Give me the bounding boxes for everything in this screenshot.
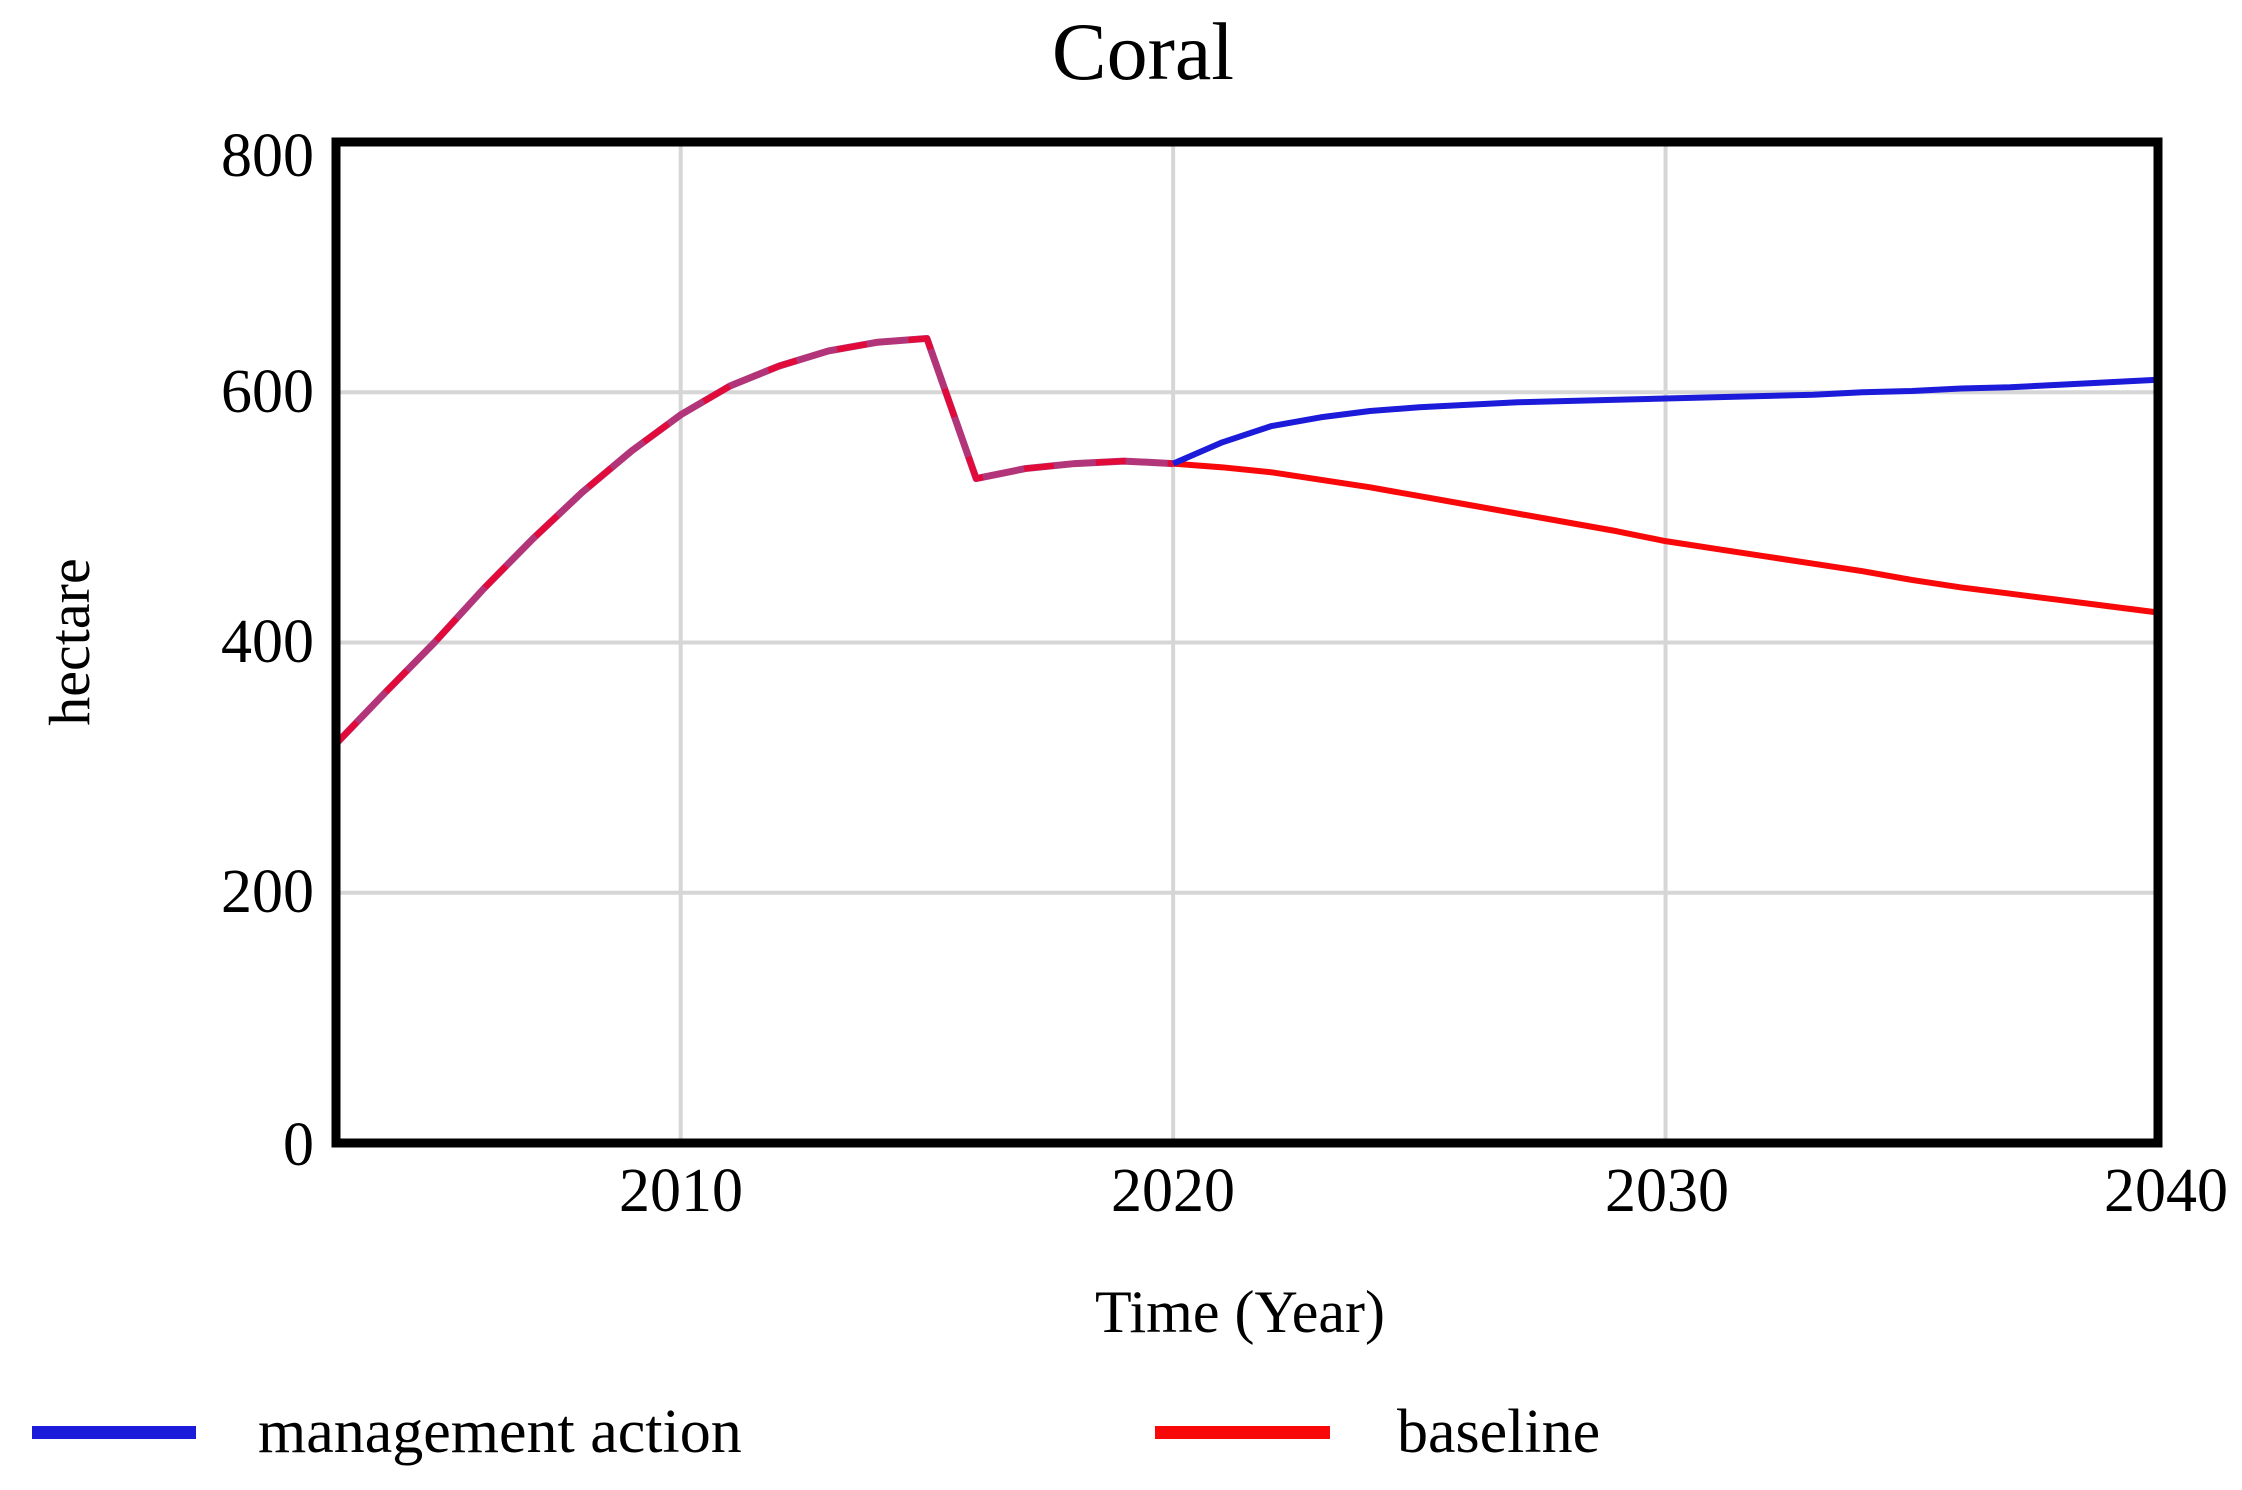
legend-label-baseline: baseline xyxy=(1397,1398,1601,1466)
x-tick-label-2040: 2040 xyxy=(2104,1157,2228,1225)
x-tick-label-2030: 2030 xyxy=(1605,1157,1729,1225)
y-tick-label-800: 800 xyxy=(221,122,314,190)
y-tick-label-400: 400 xyxy=(221,608,314,676)
x-tick-label-2010: 2010 xyxy=(619,1157,743,1225)
x-axis-title: Time (Year) xyxy=(1094,1279,1386,1345)
y-tick-label-600: 600 xyxy=(221,358,314,426)
legend-line-baseline xyxy=(1155,1426,1330,1439)
x-tick-label-2020: 2020 xyxy=(1111,1157,1235,1225)
legend-label-management-action: management action xyxy=(258,1398,742,1466)
y-axis-unit-label: hectare xyxy=(37,558,102,726)
chart-title: Coral xyxy=(1051,6,1235,97)
legend-line-management-action xyxy=(32,1426,196,1439)
y-tick-label-0: 0 xyxy=(283,1111,314,1179)
y-tick-label-200: 200 xyxy=(221,858,314,926)
